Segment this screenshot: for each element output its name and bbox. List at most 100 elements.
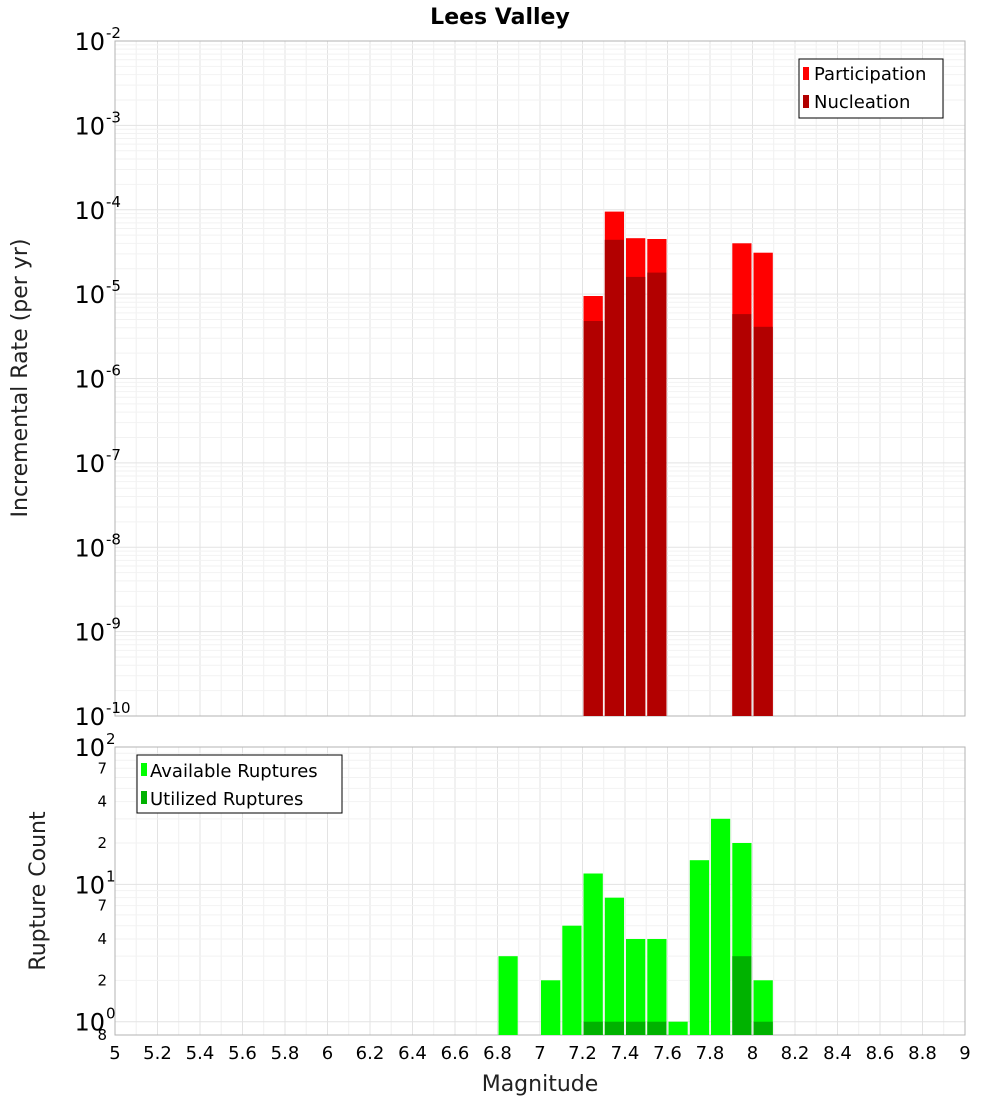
bar-available-ruptures bbox=[647, 939, 667, 1035]
bar-available-ruptures bbox=[604, 897, 624, 1035]
bar-available-ruptures bbox=[626, 939, 646, 1035]
bar-nucleation bbox=[647, 272, 667, 716]
bar-utilized-ruptures bbox=[583, 1021, 603, 1035]
x-tick-label: 8.4 bbox=[823, 1043, 852, 1064]
y-tick-label: 10 -6 bbox=[74, 362, 121, 394]
y-tick-label: 10 1 bbox=[74, 867, 115, 899]
y-tick-exponent: 1 bbox=[106, 867, 116, 885]
x-tick-label: 7 bbox=[534, 1043, 545, 1064]
y-tick-base: 10 bbox=[74, 28, 105, 56]
y-tick-base: 10 bbox=[74, 197, 105, 225]
y-tick-base: 10 bbox=[74, 619, 105, 647]
x-tick-label: 6.8 bbox=[483, 1043, 512, 1064]
legend-swatch-available-ruptures bbox=[141, 763, 147, 776]
bar-utilized-ruptures bbox=[732, 956, 752, 1035]
bar-available-ruptures bbox=[711, 818, 731, 1035]
bar-utilized-ruptures bbox=[753, 1021, 773, 1035]
x-tick-label: 5.2 bbox=[143, 1043, 172, 1064]
top-plot-area bbox=[114, 40, 966, 717]
x-tick-label: 7.6 bbox=[653, 1043, 682, 1064]
y-tick-exponent: -9 bbox=[106, 615, 121, 633]
y-tick-label: 10 -3 bbox=[74, 108, 121, 140]
legend-label-available-ruptures: Available Ruptures bbox=[150, 761, 318, 782]
y-minor-tick-label: 2 bbox=[97, 971, 107, 989]
bar-available-ruptures bbox=[498, 956, 518, 1035]
y-tick-exponent: -4 bbox=[106, 193, 121, 211]
y-tick-base: 10 bbox=[74, 734, 105, 762]
bar-utilized-ruptures bbox=[626, 1021, 646, 1035]
top-legend: Participation Nucleation bbox=[798, 58, 944, 119]
top-plot-bars bbox=[583, 211, 773, 717]
y-tick-exponent: -6 bbox=[106, 362, 121, 380]
bottom-legend-box bbox=[136, 754, 343, 814]
bar-available-ruptures bbox=[753, 980, 773, 1035]
bar-available-ruptures bbox=[668, 1021, 688, 1035]
legend-label-utilized-ruptures: Utilized Ruptures bbox=[150, 789, 303, 810]
x-tick-label: 7.4 bbox=[611, 1043, 640, 1064]
y-tick-base: 10 bbox=[74, 703, 105, 731]
chart-title: Lees Valley bbox=[430, 5, 570, 30]
y-tick-label: 10 -9 bbox=[74, 615, 121, 647]
y-tick-exponent: -5 bbox=[106, 277, 121, 295]
x-tick-label: 7.8 bbox=[696, 1043, 725, 1064]
x-tick-label: 8.2 bbox=[781, 1043, 810, 1064]
x-axis-label: Magnitude bbox=[482, 1072, 599, 1097]
x-tick-label: 8.8 bbox=[908, 1043, 937, 1064]
bottom-plot-area bbox=[114, 746, 966, 1036]
bottom-y-axis-label: Rupture Count bbox=[26, 811, 51, 971]
y-tick-label: 10 -7 bbox=[74, 446, 121, 478]
y-tick-label: 10 -4 bbox=[74, 193, 121, 225]
bar-available-ruptures bbox=[562, 925, 582, 1035]
bar-nucleation bbox=[583, 321, 603, 716]
legend-label-nucleation: Nucleation bbox=[814, 92, 910, 113]
x-tick-label: 7.2 bbox=[568, 1043, 597, 1064]
bar-utilized-ruptures bbox=[604, 1021, 624, 1035]
y-tick-label: 10 0 bbox=[74, 1005, 115, 1037]
top-y-axis-label: Incremental Rate (per yr) bbox=[8, 239, 33, 518]
legend-label-participation: Participation bbox=[814, 64, 926, 85]
bar-utilized-ruptures bbox=[647, 1021, 667, 1035]
y-tick-label: 10 -8 bbox=[74, 530, 121, 562]
y-minor-tick-label: 7 bbox=[97, 897, 107, 915]
y-tick-base: 10 bbox=[74, 281, 105, 309]
bottom-legend: Available Ruptures Utilized Ruptures bbox=[136, 754, 343, 814]
bottom-plot-bars bbox=[498, 818, 773, 1035]
y-tick-base: 10 bbox=[74, 112, 105, 140]
y-tick-base: 10 bbox=[74, 366, 105, 394]
y-tick-base: 10 bbox=[74, 871, 105, 899]
y-tick-exponent: -3 bbox=[106, 108, 121, 126]
y-tick-exponent: -2 bbox=[106, 24, 121, 42]
bar-nucleation bbox=[732, 314, 752, 716]
bar-available-ruptures bbox=[689, 860, 710, 1035]
x-tick-label: 6 bbox=[322, 1043, 333, 1064]
x-axis-ticks: 5 5.2 5.4 5.6 5.8 6 6.2 6.4 6.6 6.8 7 7.2 7.4 7.6 7.8 8… bbox=[109, 1043, 970, 1064]
top-plot-y-ticks: 10-210-310-410-510-610-710-810-910-10 bbox=[74, 24, 130, 731]
y-tick-label: 10 -10 bbox=[74, 699, 130, 731]
x-tick-label: 8 bbox=[747, 1043, 758, 1064]
y-minor-tick-label: 8 bbox=[97, 1026, 107, 1044]
x-tick-label: 9 bbox=[959, 1043, 970, 1064]
y-minor-tick-label: 7 bbox=[97, 759, 107, 777]
y-tick-exponent: -10 bbox=[106, 699, 131, 717]
x-tick-label: 5.6 bbox=[228, 1043, 257, 1064]
y-tick-label: 10 2 bbox=[74, 730, 115, 762]
legend-swatch-nucleation bbox=[803, 95, 809, 108]
y-tick-base: 10 bbox=[74, 1009, 105, 1037]
y-tick-label: 10 -2 bbox=[74, 24, 121, 56]
bar-nucleation bbox=[626, 276, 646, 716]
bar-nucleation bbox=[604, 239, 624, 717]
bar-available-ruptures bbox=[541, 980, 561, 1035]
y-minor-tick-label: 4 bbox=[97, 930, 107, 948]
y-tick-exponent: -8 bbox=[106, 530, 121, 548]
y-minor-tick-label: 2 bbox=[97, 834, 107, 852]
bar-nucleation bbox=[753, 326, 773, 716]
x-tick-label: 5.8 bbox=[271, 1043, 300, 1064]
bar-available-ruptures bbox=[583, 873, 603, 1035]
x-tick-label: 5 bbox=[109, 1043, 120, 1064]
y-tick-label: 10 -5 bbox=[74, 277, 121, 309]
x-tick-label: 6.6 bbox=[441, 1043, 470, 1064]
y-tick-base: 10 bbox=[74, 450, 105, 478]
legend-swatch-utilized-ruptures bbox=[141, 791, 147, 804]
